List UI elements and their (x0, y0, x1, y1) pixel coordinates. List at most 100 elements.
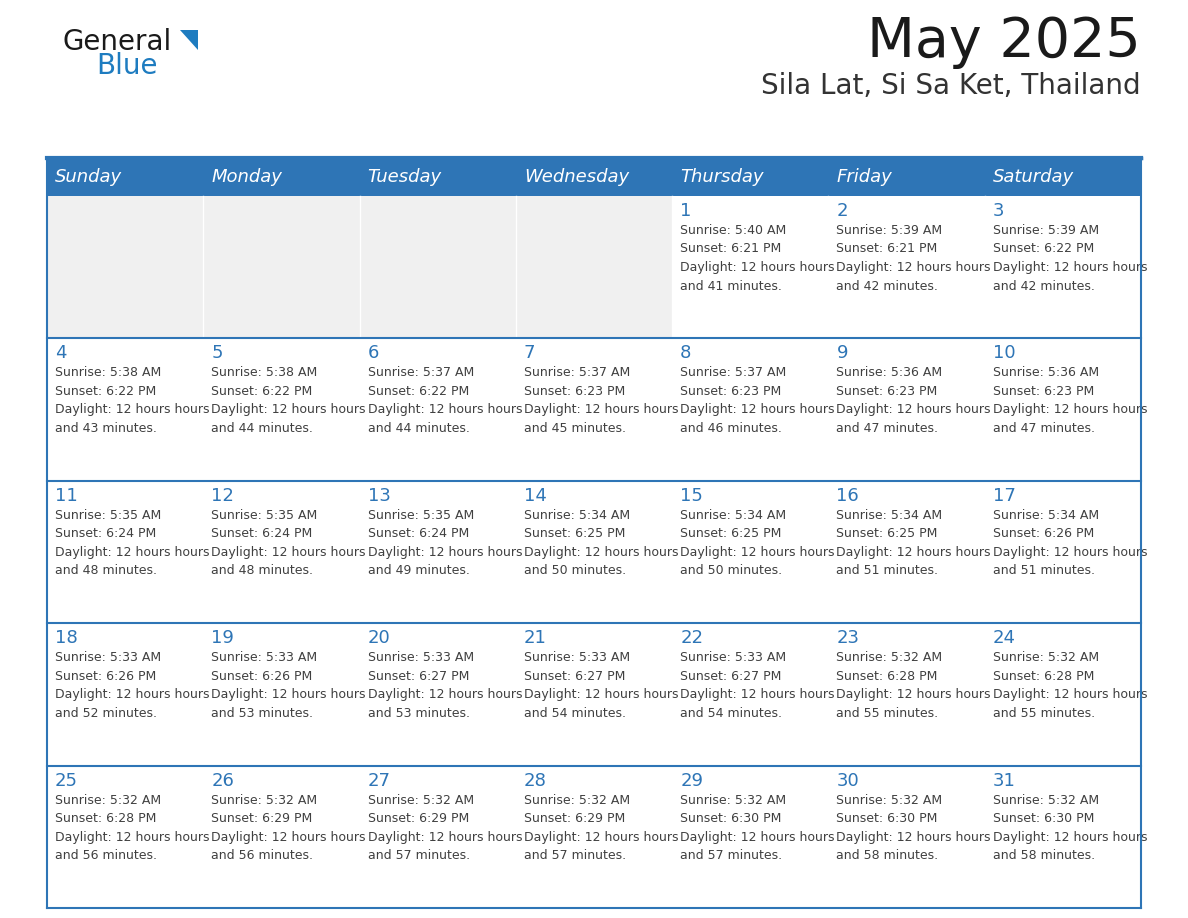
Bar (516, 339, 672, 481)
Text: Sunrise: 5:39 AM: Sunrise: 5:39 AM (836, 224, 942, 237)
Text: 27: 27 (367, 772, 391, 789)
Bar (48, 766, 203, 908)
Text: 19: 19 (211, 629, 234, 647)
Bar (516, 481, 672, 623)
Text: 29: 29 (681, 772, 703, 789)
Text: Sunrise: 5:32 AM: Sunrise: 5:32 AM (367, 793, 474, 807)
Text: Sunrise: 5:32 AM: Sunrise: 5:32 AM (524, 793, 630, 807)
Text: Sunset: 6:28 PM: Sunset: 6:28 PM (836, 670, 937, 683)
Text: Sunrise: 5:38 AM: Sunrise: 5:38 AM (55, 366, 162, 379)
Bar (48, 339, 203, 481)
Text: 14: 14 (524, 487, 546, 505)
Text: Daylight: 12 hours hours: Daylight: 12 hours hours (55, 403, 209, 417)
Text: and 58 minutes.: and 58 minutes. (993, 849, 1095, 862)
Bar (672, 766, 828, 908)
Text: Daylight: 12 hours hours: Daylight: 12 hours hours (367, 403, 522, 417)
Text: Sunrise: 5:37 AM: Sunrise: 5:37 AM (524, 366, 630, 379)
Text: Sunrise: 5:35 AM: Sunrise: 5:35 AM (367, 509, 474, 521)
Text: Sunrise: 5:32 AM: Sunrise: 5:32 AM (993, 651, 1099, 665)
Text: 23: 23 (836, 629, 859, 647)
Text: Tuesday: Tuesday (367, 168, 442, 186)
Text: Daylight: 12 hours hours: Daylight: 12 hours hours (836, 831, 991, 844)
Text: Sunset: 6:25 PM: Sunset: 6:25 PM (836, 527, 937, 541)
Text: 16: 16 (836, 487, 859, 505)
Text: Daylight: 12 hours hours: Daylight: 12 hours hours (836, 546, 991, 559)
Text: Daylight: 12 hours hours: Daylight: 12 hours hours (211, 403, 366, 417)
Text: and 47 minutes.: and 47 minutes. (993, 422, 1094, 435)
Text: Friday: Friday (836, 168, 892, 186)
Bar (516, 623, 672, 766)
Bar (985, 623, 1140, 766)
Text: and 44 minutes.: and 44 minutes. (367, 422, 469, 435)
Text: Daylight: 12 hours hours: Daylight: 12 hours hours (836, 261, 991, 274)
Bar (672, 623, 828, 766)
Polygon shape (181, 30, 198, 50)
Text: Sunset: 6:23 PM: Sunset: 6:23 PM (681, 385, 782, 397)
Bar (48, 158, 203, 196)
Text: 2: 2 (836, 202, 848, 220)
Text: Sunset: 6:28 PM: Sunset: 6:28 PM (993, 670, 1094, 683)
Text: Daylight: 12 hours hours: Daylight: 12 hours hours (681, 261, 835, 274)
Text: and 44 minutes.: and 44 minutes. (211, 422, 314, 435)
Bar (985, 481, 1140, 623)
Text: 28: 28 (524, 772, 546, 789)
Text: 30: 30 (836, 772, 859, 789)
Text: Sunset: 6:29 PM: Sunset: 6:29 PM (367, 812, 469, 825)
Text: Daylight: 12 hours hours: Daylight: 12 hours hours (993, 546, 1148, 559)
Text: General: General (62, 28, 171, 56)
Bar (516, 766, 672, 908)
Text: Sunrise: 5:33 AM: Sunrise: 5:33 AM (524, 651, 630, 665)
Text: Daylight: 12 hours hours: Daylight: 12 hours hours (681, 831, 835, 844)
Text: Daylight: 12 hours hours: Daylight: 12 hours hours (524, 831, 678, 844)
Text: and 54 minutes.: and 54 minutes. (524, 707, 626, 720)
Text: Sunset: 6:26 PM: Sunset: 6:26 PM (55, 670, 157, 683)
Text: Daylight: 12 hours hours: Daylight: 12 hours hours (681, 688, 835, 701)
Text: Sunset: 6:30 PM: Sunset: 6:30 PM (993, 812, 1094, 825)
Bar (203, 158, 360, 196)
Bar (360, 196, 516, 339)
Text: 13: 13 (367, 487, 391, 505)
Text: 3: 3 (993, 202, 1004, 220)
Text: and 43 minutes.: and 43 minutes. (55, 422, 157, 435)
Text: and 53 minutes.: and 53 minutes. (211, 707, 314, 720)
Text: Sunrise: 5:37 AM: Sunrise: 5:37 AM (367, 366, 474, 379)
Text: Sunrise: 5:34 AM: Sunrise: 5:34 AM (681, 509, 786, 521)
Text: Wednesday: Wednesday (524, 168, 628, 186)
Text: and 48 minutes.: and 48 minutes. (211, 565, 314, 577)
Text: Sunset: 6:22 PM: Sunset: 6:22 PM (55, 385, 157, 397)
Text: Saturday: Saturday (993, 168, 1074, 186)
Text: and 54 minutes.: and 54 minutes. (681, 707, 782, 720)
Text: Sunrise: 5:40 AM: Sunrise: 5:40 AM (681, 224, 786, 237)
Bar (672, 158, 828, 196)
Text: 24: 24 (993, 629, 1016, 647)
Text: Sunset: 6:26 PM: Sunset: 6:26 PM (211, 670, 312, 683)
Text: 6: 6 (367, 344, 379, 363)
Text: Sunset: 6:26 PM: Sunset: 6:26 PM (993, 527, 1094, 541)
Text: Monday: Monday (211, 168, 283, 186)
Text: Sunrise: 5:33 AM: Sunrise: 5:33 AM (681, 651, 786, 665)
Text: 5: 5 (211, 344, 223, 363)
Text: 11: 11 (55, 487, 77, 505)
Text: Daylight: 12 hours hours: Daylight: 12 hours hours (993, 403, 1148, 417)
Text: Sunrise: 5:32 AM: Sunrise: 5:32 AM (681, 793, 786, 807)
Text: Daylight: 12 hours hours: Daylight: 12 hours hours (524, 403, 678, 417)
Text: Sunset: 6:27 PM: Sunset: 6:27 PM (367, 670, 469, 683)
Text: Daylight: 12 hours hours: Daylight: 12 hours hours (55, 688, 209, 701)
Text: Sunset: 6:30 PM: Sunset: 6:30 PM (681, 812, 782, 825)
Text: Sunset: 6:25 PM: Sunset: 6:25 PM (524, 527, 625, 541)
Text: Daylight: 12 hours hours: Daylight: 12 hours hours (993, 831, 1148, 844)
Text: and 51 minutes.: and 51 minutes. (993, 565, 1094, 577)
Text: Sunset: 6:22 PM: Sunset: 6:22 PM (367, 385, 469, 397)
Text: Daylight: 12 hours hours: Daylight: 12 hours hours (681, 546, 835, 559)
Bar (828, 196, 985, 339)
Bar (516, 196, 672, 339)
Text: Sunrise: 5:37 AM: Sunrise: 5:37 AM (681, 366, 786, 379)
Text: and 49 minutes.: and 49 minutes. (367, 565, 469, 577)
Text: Sunset: 6:22 PM: Sunset: 6:22 PM (211, 385, 312, 397)
Bar (203, 196, 360, 339)
Text: Sunset: 6:24 PM: Sunset: 6:24 PM (211, 527, 312, 541)
Bar (48, 623, 203, 766)
Text: and 41 minutes.: and 41 minutes. (681, 279, 782, 293)
Text: and 50 minutes.: and 50 minutes. (524, 565, 626, 577)
Text: Thursday: Thursday (681, 168, 764, 186)
